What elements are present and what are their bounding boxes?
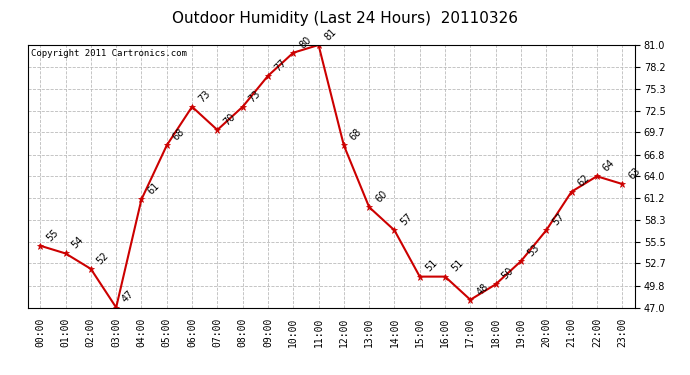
Text: 57: 57 [551, 211, 566, 228]
Text: 54: 54 [70, 235, 86, 250]
Text: 60: 60 [373, 189, 389, 204]
Text: 50: 50 [500, 266, 515, 282]
Text: Outdoor Humidity (Last 24 Hours)  20110326: Outdoor Humidity (Last 24 Hours) 2011032… [172, 11, 518, 26]
Text: 52: 52 [95, 250, 111, 266]
Text: 73: 73 [196, 88, 212, 104]
Text: 62: 62 [575, 173, 591, 189]
Text: 47: 47 [120, 289, 136, 305]
Text: 73: 73 [247, 88, 263, 104]
Text: 77: 77 [272, 57, 288, 73]
Text: 80: 80 [297, 34, 313, 50]
Text: 70: 70 [221, 111, 237, 127]
Text: 63: 63 [627, 165, 642, 181]
Text: Copyright 2011 Cartronics.com: Copyright 2011 Cartronics.com [30, 49, 186, 58]
Text: 61: 61 [146, 181, 161, 196]
Text: 48: 48 [475, 281, 491, 297]
Text: 81: 81 [323, 27, 339, 42]
Text: 68: 68 [171, 127, 187, 142]
Text: 68: 68 [348, 127, 364, 142]
Text: 53: 53 [525, 243, 541, 258]
Text: 64: 64 [601, 158, 617, 174]
Text: 51: 51 [424, 258, 440, 274]
Text: 55: 55 [44, 227, 60, 243]
Text: 51: 51 [449, 258, 465, 274]
Text: 57: 57 [399, 211, 415, 228]
